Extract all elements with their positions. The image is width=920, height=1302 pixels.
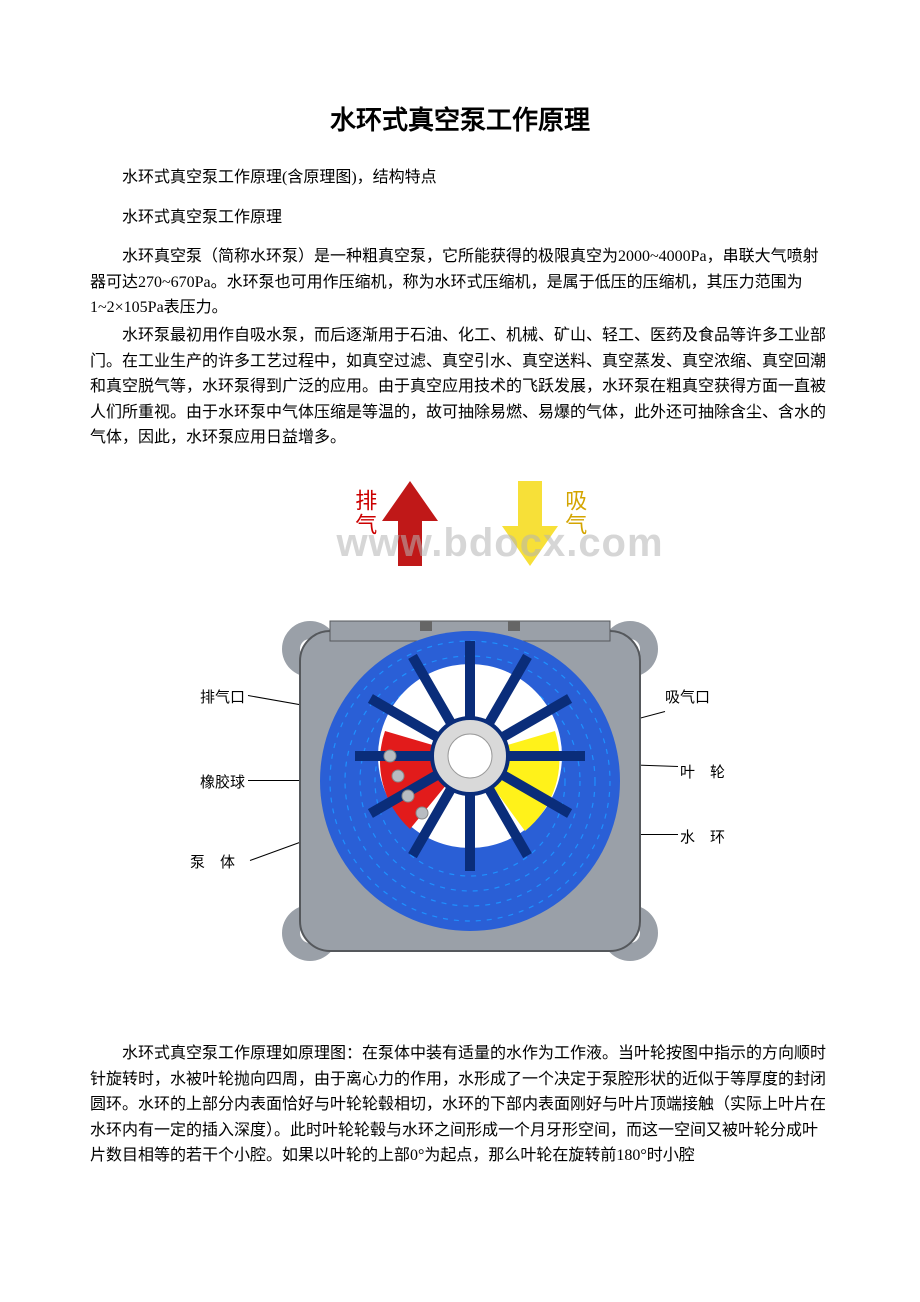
- callout-impeller: 叶 轮: [680, 761, 725, 782]
- paragraph-4: 水环泵最初用作自吸水泵，而后逐渐用于石油、化工、机械、矿山、轻工、医药及食品等许…: [90, 323, 830, 451]
- pump-svg: [270, 581, 670, 981]
- exhaust-arrow-icon: [380, 481, 440, 571]
- callout-water-ring: 水 环: [680, 826, 725, 847]
- intake-label: 吸气: [562, 489, 586, 537]
- pump-diagram: www.bdocx.com 排气 吸气: [190, 481, 730, 1001]
- exhaust-label: 排气: [352, 489, 376, 537]
- subtitle-1: 水环式真空泵工作原理(含原理图)，结构特点: [90, 165, 830, 191]
- diagram-container: www.bdocx.com 排气 吸气: [90, 481, 830, 1001]
- callout-pump-body: 泵 体: [190, 851, 235, 872]
- intake-arrow-icon: [500, 481, 560, 571]
- paragraph-3: 水环真空泵（简称水环泵）是一种粗真空泵，它所能获得的极限真空为2000~4000…: [90, 244, 830, 321]
- paragraph-5: 水环式真空泵工作原理如原理图：在泵体中装有适量的水作为工作液。当叶轮按图中指示的…: [90, 1041, 830, 1169]
- page-title: 水环式真空泵工作原理: [90, 100, 830, 137]
- callout-rubber-ball: 橡胶球: [200, 771, 245, 792]
- subtitle-2: 水环式真空泵工作原理: [90, 205, 830, 231]
- callout-intake-port: 吸气口: [665, 686, 710, 707]
- callout-exhaust-port: 排气口: [200, 686, 245, 707]
